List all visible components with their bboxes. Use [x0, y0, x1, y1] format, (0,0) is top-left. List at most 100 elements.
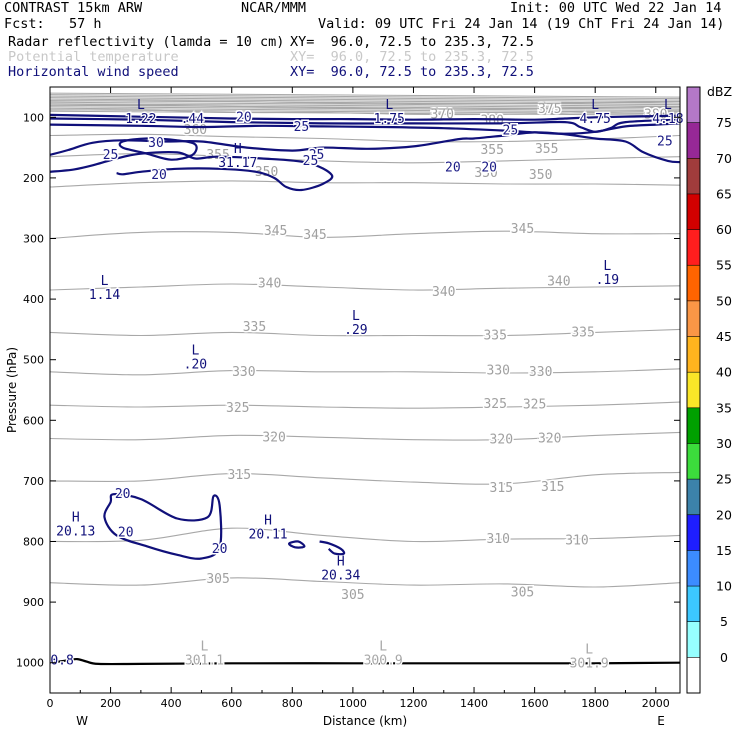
theta-label: 315	[228, 468, 251, 483]
x-tick-label: 2000	[642, 697, 670, 710]
x-end-label-east: E	[657, 714, 665, 728]
theta-label: 310	[487, 532, 510, 547]
colorbar-label: 35	[716, 400, 732, 415]
x-tick-label: 1600	[521, 697, 549, 710]
y-tick-label: 1000	[16, 657, 44, 670]
x-tick-label: 400	[161, 697, 182, 710]
colorbar-swatch	[687, 443, 700, 480]
wind-label: 20	[236, 110, 252, 125]
extremum-marker: L4.18	[651, 98, 685, 128]
theta-label: 345	[303, 228, 326, 243]
theta-label: 330	[487, 364, 510, 379]
extremum-marker: H20.34	[320, 555, 362, 585]
colorbar-label: 25	[716, 472, 732, 487]
theta-label: 330	[529, 365, 552, 380]
colorbar-label: 0	[720, 650, 728, 665]
extremum-value: 4.18	[652, 112, 683, 127]
theta-contour-380	[50, 100, 680, 105]
y-tick-label: 300	[23, 233, 44, 246]
theta-label: 310	[565, 533, 588, 548]
extremum-value: 1.75	[374, 112, 405, 127]
field-xy-wind: XY= 96.0, 72.5 to 235.3, 72.5	[290, 64, 534, 80]
extremum-value: 4.75	[580, 112, 611, 127]
extremum-mark: L	[664, 98, 672, 113]
theta-label: 350	[529, 168, 552, 183]
wind-label: 25	[309, 148, 325, 163]
colorbar-swatch	[687, 158, 700, 194]
theta-band-line	[50, 92, 680, 98]
wind-label: 20	[151, 168, 167, 183]
extremum-marker: L.29	[343, 309, 369, 339]
theta-band-line	[50, 107, 680, 113]
extremum-mark: L	[385, 98, 393, 113]
wind-label: 20	[445, 161, 461, 176]
theta-band-line	[50, 101, 680, 107]
field-xy-theta: XY= 96.0, 72.5 to 235.3, 72.5	[290, 49, 534, 65]
colorbar-label: 75	[716, 115, 732, 130]
extremum-mark: L	[352, 309, 360, 324]
extremum-value: 20.11	[249, 527, 288, 542]
y-tick-label: 600	[23, 414, 44, 427]
extremum-marker: H31.17	[217, 142, 259, 172]
extremum-value: 1.14	[89, 288, 120, 303]
theta-label: 325	[523, 398, 546, 413]
surface-line	[50, 657, 680, 666]
axes: 0 200 400 600 800 1000 1200 1400 1600 1800 2000 100…	[16, 86, 681, 710]
extremum-mark: L	[101, 274, 109, 289]
extremum-mark: H	[72, 510, 80, 525]
extremum-marker: L1.75	[372, 98, 406, 128]
wind-label: 25	[303, 154, 319, 169]
theta-band-line	[50, 103, 680, 109]
theta-label: 355	[535, 142, 558, 157]
theta-label: 315	[541, 480, 564, 495]
extremum-value: .44	[181, 112, 205, 127]
plot-frame	[49, 86, 681, 694]
colorbar-label: 5	[720, 614, 728, 629]
x-end-label-west: W	[76, 714, 88, 728]
colorbar-swatch	[687, 122, 700, 159]
wind-contour-30	[118, 137, 198, 161]
wind-contour-20	[319, 540, 346, 556]
colorbar-swatch	[687, 300, 700, 337]
extremum-mark: H	[264, 513, 272, 528]
colorbar-label: 15	[716, 543, 732, 558]
field-xy-reflectivity: XY= 96.0, 72.5 to 235.3, 72.5	[290, 34, 534, 50]
wind-label: 20	[212, 542, 228, 557]
colorbar-swatch	[687, 229, 700, 266]
colorbar-label: 70	[716, 151, 732, 166]
theta-label: 340	[432, 285, 455, 300]
extremum-marker: L1.14	[88, 274, 122, 304]
theta-label: 305	[511, 585, 534, 600]
extremum-value: 20.34	[321, 569, 360, 584]
wind-label: 20	[115, 487, 131, 502]
colorbar-label: 50	[716, 293, 732, 308]
extremum-value: 31.17	[218, 156, 257, 171]
theta-contour-330	[50, 368, 680, 376]
theta-label: 350	[474, 166, 497, 181]
extremum-marker: L.20	[182, 344, 208, 374]
colorbar-swatch	[687, 407, 700, 444]
theta-label: 320	[262, 430, 285, 445]
extremum-value: 300.9	[364, 653, 403, 668]
x-tick-label: 200	[100, 697, 121, 710]
theta-contour-320	[50, 431, 680, 441]
theta-contour-315	[50, 471, 680, 485]
colorbar-swatch	[687, 193, 700, 230]
colorbar-label: 30	[716, 436, 732, 451]
wind-contour-20	[50, 113, 680, 121]
colorbar-label: 45	[716, 329, 732, 344]
extremum-mark: L	[201, 639, 209, 654]
colorbar-label: 65	[716, 186, 732, 201]
surface-pressure-line	[50, 657, 680, 666]
x-tick-label: 1200	[399, 697, 427, 710]
wind-contour-20	[287, 540, 306, 549]
x-tick-label: 600	[221, 697, 242, 710]
theta-label: 325	[226, 401, 249, 416]
extremum-value: 301.9	[570, 656, 609, 671]
colorbar-label: 40	[716, 365, 732, 380]
theta-contour-350	[50, 180, 680, 188]
colorbar-swatch	[687, 336, 700, 373]
y-axis-label: Pressure (hPa)	[5, 347, 19, 433]
